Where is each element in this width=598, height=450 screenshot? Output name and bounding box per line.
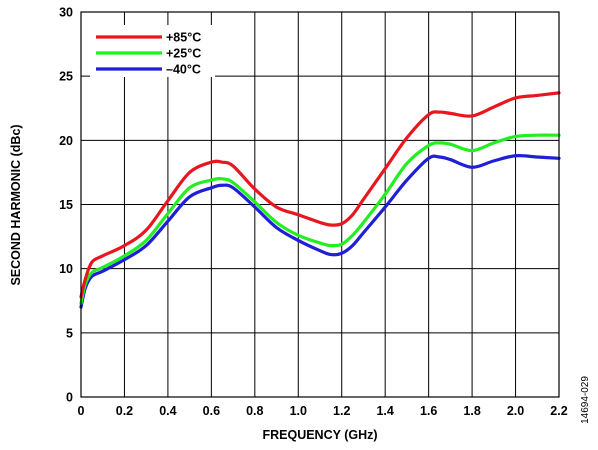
- series-line: [79, 153, 561, 309]
- x-tick-label: 0: [78, 404, 85, 418]
- y-tick-label: 25: [59, 70, 73, 84]
- x-tick-label: 2.0: [507, 404, 524, 418]
- x-tick-label: 1.2: [333, 404, 350, 418]
- x-tick-label: 1.8: [463, 404, 480, 418]
- legend: +85°C +25°C –40°C: [90, 25, 215, 77]
- x-tick-label: 1.6: [420, 404, 437, 418]
- legend-label: –40°C: [166, 63, 201, 77]
- x-tick-label: 0.4: [159, 404, 176, 418]
- y-axis-title: SECOND HARMONIC (dBc): [9, 124, 23, 285]
- x-tick-label: 0.8: [246, 404, 263, 418]
- series-line: [79, 133, 561, 305]
- x-tick-labels: 0 0.2 0.4 0.6 0.8 1.0 1.2 1.4 1.6 1.8 2.0 2.2: [78, 404, 568, 418]
- legend-label: +85°C: [166, 31, 201, 45]
- x-tick-label: 2.2: [550, 404, 567, 418]
- y-tick-label: 5: [66, 326, 73, 340]
- series-line: [79, 91, 561, 299]
- series-layer: [79, 91, 561, 309]
- plot-frame: [80, 11, 560, 398]
- legend-label: +25°C: [166, 47, 201, 61]
- x-tick-label: 1.0: [290, 404, 307, 418]
- x-axis-title: FREQUENCY (GHz): [262, 428, 377, 442]
- x-tick-label: 0.2: [116, 404, 133, 418]
- y-tick-label: 20: [59, 134, 73, 148]
- y-tick-label: 10: [59, 262, 73, 276]
- y-tick-label: 30: [59, 6, 73, 20]
- x-tick-label: 0.6: [203, 404, 220, 418]
- y-tick-label: 15: [59, 198, 73, 212]
- y-tick-labels: 0 5 10 15 20 25 30: [59, 6, 73, 405]
- x-tick-label: 1.4: [376, 404, 393, 418]
- figure-id: 14694-029: [580, 376, 591, 424]
- y-tick-label: 0: [66, 391, 73, 405]
